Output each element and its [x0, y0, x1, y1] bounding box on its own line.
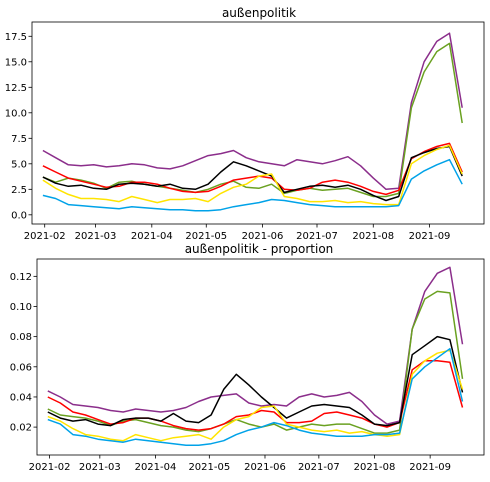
- x-tick-label: 2021-08: [354, 462, 396, 473]
- y-tick-label: 0.08: [10, 332, 32, 343]
- x-tick-label: 2021-03: [75, 231, 117, 242]
- x-tick-label: 2021-06: [242, 231, 284, 242]
- y-tick-label: 0.06: [10, 362, 32, 373]
- y-tick-label: 7.5: [11, 134, 27, 145]
- y-tick-label: 15.0: [5, 57, 27, 68]
- axes-frame: [36, 258, 485, 456]
- y-tick-label: 0.02: [10, 423, 32, 434]
- plot-area: [42, 32, 463, 212]
- chart-title: außenpolitik: [222, 6, 296, 20]
- y-tick-label: 0.10: [10, 302, 32, 313]
- y-tick-label: 12.5: [5, 83, 27, 94]
- y-tick-label: 5.0: [11, 159, 27, 170]
- x-tick-label: 2021-06: [244, 462, 286, 473]
- chart-panel-2: außenpolitik - proportion 2021-02 2021-03…: [10, 242, 485, 473]
- x-tick-label: 2021-08: [352, 231, 394, 242]
- y-tick-label: 0.12: [10, 272, 32, 283]
- y-tick-label: 10.0: [5, 108, 27, 119]
- series-line-4: [42, 145, 463, 202]
- x-tick-label: 2021-05: [185, 231, 227, 242]
- x-tick-label: 2021-09: [409, 462, 451, 473]
- x-tick-label: 2021-04: [135, 462, 177, 473]
- y-tick-label: 0.0: [11, 210, 27, 221]
- series-line-1: [42, 32, 463, 191]
- chart-title: außenpolitik - proportion: [185, 242, 334, 256]
- x-tick-label: 2021-02: [24, 231, 66, 242]
- series-line-5: [47, 349, 464, 442]
- series-line-5: [42, 144, 463, 206]
- x-tick-label: 2021-04: [131, 231, 173, 242]
- x-tick-label: 2021-03: [79, 462, 121, 473]
- x-tick-label: 2021-05: [188, 462, 230, 473]
- x-tick-label: 2021-09: [409, 231, 451, 242]
- series-line-1: [47, 266, 464, 425]
- series-line-6: [42, 158, 463, 212]
- x-tick-label: 2021-07: [298, 462, 340, 473]
- plot-area: [47, 266, 464, 446]
- series-line-6: [47, 347, 464, 446]
- y-tick-label: 2.5: [11, 185, 27, 196]
- x-tick-label: 2021-02: [29, 462, 71, 473]
- series-line-4: [47, 335, 464, 427]
- series-line-2: [42, 42, 463, 198]
- x-tick-label: 2021-07: [296, 231, 338, 242]
- axes-frame: [31, 21, 485, 225]
- y-tick-label: 17.5: [5, 32, 27, 43]
- chart-panel-1: außenpolitik 2021-02 2021-03 2021-04 2021-0…: [5, 6, 485, 242]
- y-tick-label: 0.04: [10, 392, 32, 403]
